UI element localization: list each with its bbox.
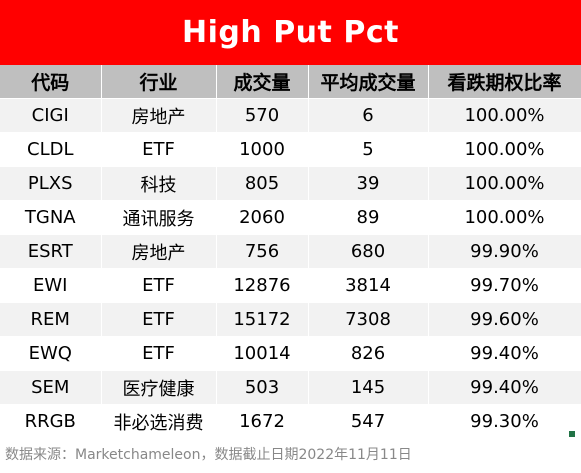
header-volume[interactable]: 成交量 <box>216 65 309 99</box>
header-avg-volume[interactable]: 平均成交量 <box>308 65 429 99</box>
table-row: PLXS 科技 805 39 100.00% <box>0 166 581 201</box>
source-footnote: 数据来源：Marketchameleon，数据截止日期2022年11月11日 <box>5 447 412 463</box>
cell-ticker[interactable]: EWQ <box>0 336 102 371</box>
cell-volume[interactable]: 12876 <box>216 268 309 303</box>
cell-avg-volume[interactable]: 826 <box>308 336 429 371</box>
page-title: High Put Pct <box>182 15 399 50</box>
cell-volume[interactable]: 2060 <box>216 200 309 235</box>
cell-sector[interactable]: 通讯服务 <box>101 200 217 235</box>
cell-sector[interactable]: ETF <box>101 132 217 167</box>
table-row: CIGI 房地产 570 6 100.00% <box>0 98 581 133</box>
cell-avg-volume[interactable]: 6 <box>308 98 429 133</box>
put-pct-table: 代码 行业 成交量 平均成交量 看跌期权比率 CIGI 房地产 570 6 10… <box>0 65 581 439</box>
footnote-area <box>0 437 581 473</box>
cell-avg-volume[interactable]: 680 <box>308 234 429 269</box>
header-put-pct[interactable]: 看跌期权比率 <box>428 65 581 99</box>
cell-put-pct[interactable]: 99.40% <box>428 370 581 405</box>
title-banner: High Put Pct <box>0 0 581 65</box>
cell-sector[interactable]: 非必选消费 <box>101 404 217 439</box>
table-header-row: 代码 行业 成交量 平均成交量 看跌期权比率 <box>0 65 581 99</box>
table-row: SEM 医疗健康 503 145 99.40% <box>0 370 581 405</box>
table-row: ESRT 房地产 756 680 99.90% <box>0 234 581 269</box>
table-row: RRGB 非必选消费 1672 547 99.30% <box>0 404 581 439</box>
cell-ticker[interactable]: RRGB <box>0 404 102 439</box>
cell-avg-volume[interactable]: 39 <box>308 166 429 201</box>
cell-put-pct[interactable]: 100.00% <box>428 98 581 133</box>
cell-put-pct[interactable]: 100.00% <box>428 132 581 167</box>
cell-ticker[interactable]: ESRT <box>0 234 102 269</box>
cell-avg-volume[interactable]: 89 <box>308 200 429 235</box>
cell-volume[interactable]: 10014 <box>216 336 309 371</box>
cell-avg-volume[interactable]: 145 <box>308 370 429 405</box>
header-ticker[interactable]: 代码 <box>0 65 102 99</box>
table-row: CLDL ETF 1000 5 100.00% <box>0 132 581 167</box>
cell-put-pct[interactable]: 99.90% <box>428 234 581 269</box>
cell-ticker[interactable]: EWI <box>0 268 102 303</box>
cell-volume[interactable]: 805 <box>216 166 309 201</box>
cell-ticker[interactable]: PLXS <box>0 166 102 201</box>
selection-fill-handle[interactable] <box>569 431 575 437</box>
cell-put-pct[interactable]: 100.00% <box>428 200 581 235</box>
cell-ticker[interactable]: CLDL <box>0 132 102 167</box>
cell-sector[interactable]: ETF <box>101 302 217 337</box>
cell-ticker[interactable]: TGNA <box>0 200 102 235</box>
cell-ticker[interactable]: CIGI <box>0 98 102 133</box>
cell-sector[interactable]: 医疗健康 <box>101 370 217 405</box>
cell-volume[interactable]: 503 <box>216 370 309 405</box>
cell-volume[interactable]: 15172 <box>216 302 309 337</box>
cell-put-pct[interactable]: 99.30% <box>428 404 581 439</box>
cell-volume[interactable]: 1000 <box>216 132 309 167</box>
cell-avg-volume[interactable]: 5 <box>308 132 429 167</box>
cell-volume[interactable]: 1672 <box>216 404 309 439</box>
cell-avg-volume[interactable]: 7308 <box>308 302 429 337</box>
cell-sector[interactable]: 房地产 <box>101 234 217 269</box>
cell-put-pct[interactable]: 99.70% <box>428 268 581 303</box>
table-row: REM ETF 15172 7308 99.60% <box>0 302 581 337</box>
cell-volume[interactable]: 570 <box>216 98 309 133</box>
cell-avg-volume[interactable]: 547 <box>308 404 429 439</box>
table-row: TGNA 通讯服务 2060 89 100.00% <box>0 200 581 235</box>
cell-avg-volume[interactable]: 3814 <box>308 268 429 303</box>
table-row: EWI ETF 12876 3814 99.70% <box>0 268 581 303</box>
cell-sector[interactable]: 科技 <box>101 166 217 201</box>
table-row: EWQ ETF 10014 826 99.40% <box>0 336 581 371</box>
cell-put-pct[interactable]: 99.60% <box>428 302 581 337</box>
cell-sector[interactable]: ETF <box>101 336 217 371</box>
header-sector[interactable]: 行业 <box>101 65 217 99</box>
cell-sector[interactable]: 房地产 <box>101 98 217 133</box>
cell-ticker[interactable]: SEM <box>0 370 102 405</box>
cell-sector[interactable]: ETF <box>101 268 217 303</box>
cell-ticker[interactable]: REM <box>0 302 102 337</box>
cell-put-pct[interactable]: 99.40% <box>428 336 581 371</box>
cell-put-pct[interactable]: 100.00% <box>428 166 581 201</box>
cell-volume[interactable]: 756 <box>216 234 309 269</box>
